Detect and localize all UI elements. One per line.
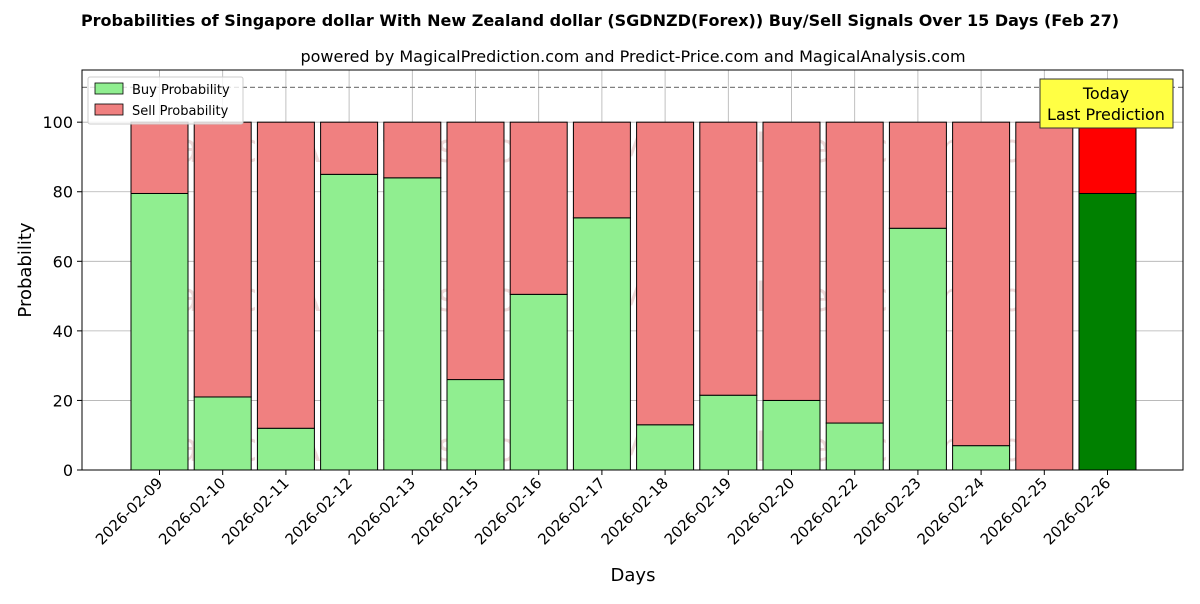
chart-title: Probabilities of Singapore dollar With N…	[81, 11, 1119, 30]
y-tick-label: 60	[53, 252, 73, 271]
buy-bar	[825, 422, 884, 471]
sell-bar	[1078, 121, 1137, 194]
sell-bar	[825, 121, 884, 424]
buy-bar	[572, 217, 631, 471]
buy-bar	[256, 427, 315, 471]
sell-bar	[383, 121, 442, 179]
x-tick-label: 2026-02-16	[471, 474, 545, 548]
sell-bar	[256, 121, 315, 429]
x-tick-label: 2026-02-23	[850, 474, 924, 548]
sell-bar	[193, 121, 252, 398]
annotation-line-2: Last Prediction	[1047, 105, 1165, 124]
buy-bar	[509, 293, 568, 471]
today-annotation: Today Last Prediction	[1039, 78, 1174, 129]
legend-buy-swatch	[94, 82, 124, 95]
sell-bar	[509, 121, 568, 295]
x-tick-label: 2026-02-19	[661, 474, 735, 548]
x-tick-label: 2026-02-24	[914, 474, 988, 548]
buy-bar	[762, 399, 821, 471]
y-tick-label: 40	[53, 322, 73, 341]
y-tick-label: 20	[53, 391, 73, 410]
sell-bar	[699, 121, 758, 396]
buy-bar	[383, 177, 442, 471]
legend-frame	[87, 76, 244, 125]
buy-bar	[320, 173, 379, 471]
x-tick-label: 2026-02-26	[1040, 474, 1114, 548]
annotation-box	[1039, 78, 1174, 129]
chart-subtitle: powered by MagicalPrediction.com and Pre…	[300, 47, 965, 66]
x-tick-label: 2026-02-18	[598, 474, 672, 548]
sell-bar	[446, 121, 505, 381]
sell-bar	[130, 121, 189, 194]
buy-bar	[446, 379, 505, 471]
y-tick-label: 80	[53, 183, 73, 202]
x-tick-label: 2026-02-15	[408, 474, 482, 548]
x-tick-label: 2026-02-12	[282, 474, 356, 548]
y-tick-label: 0	[63, 461, 73, 480]
x-tick-label: 2026-02-10	[155, 474, 229, 548]
sell-bar	[636, 121, 695, 426]
plot-frame	[81, 69, 1184, 471]
buy-bar	[952, 445, 1011, 471]
x-axis-label: Days	[611, 565, 656, 586]
buy-bar	[193, 396, 252, 471]
sell-bar	[762, 121, 821, 401]
sell-bar	[888, 121, 947, 229]
legend-sell-swatch	[94, 103, 124, 116]
legend-sell-label: Sell Probability	[132, 104, 229, 119]
y-axis-label: Probability	[15, 222, 36, 317]
legend-buy-label: Buy Probability	[132, 83, 230, 98]
sell-bar	[952, 121, 1011, 447]
legend: Buy Probability Sell Probability	[87, 76, 244, 125]
annotation-line-1: Today	[1082, 84, 1129, 103]
buy-bar	[636, 424, 695, 471]
buy-bar	[130, 192, 189, 471]
buy-bar	[699, 394, 758, 471]
x-tick-label: 2026-02-17	[534, 474, 608, 548]
x-tick-label: 2026-02-22	[787, 474, 861, 548]
x-tick-label: 2026-02-25	[977, 474, 1051, 548]
buy-bar	[888, 227, 947, 471]
sell-bar	[572, 121, 631, 219]
sell-bar	[1015, 121, 1074, 471]
buy-bar	[1078, 192, 1137, 471]
sell-bar	[320, 121, 379, 175]
x-tick-label: 2026-02-11	[218, 474, 292, 548]
y-tick-label: 100	[42, 113, 73, 132]
bar-layer	[82, 86, 1183, 471]
x-tick-label: 2026-02-09	[92, 474, 166, 548]
x-tick-label: 2026-02-20	[724, 474, 798, 548]
x-tick-label: 2026-02-13	[345, 474, 419, 548]
